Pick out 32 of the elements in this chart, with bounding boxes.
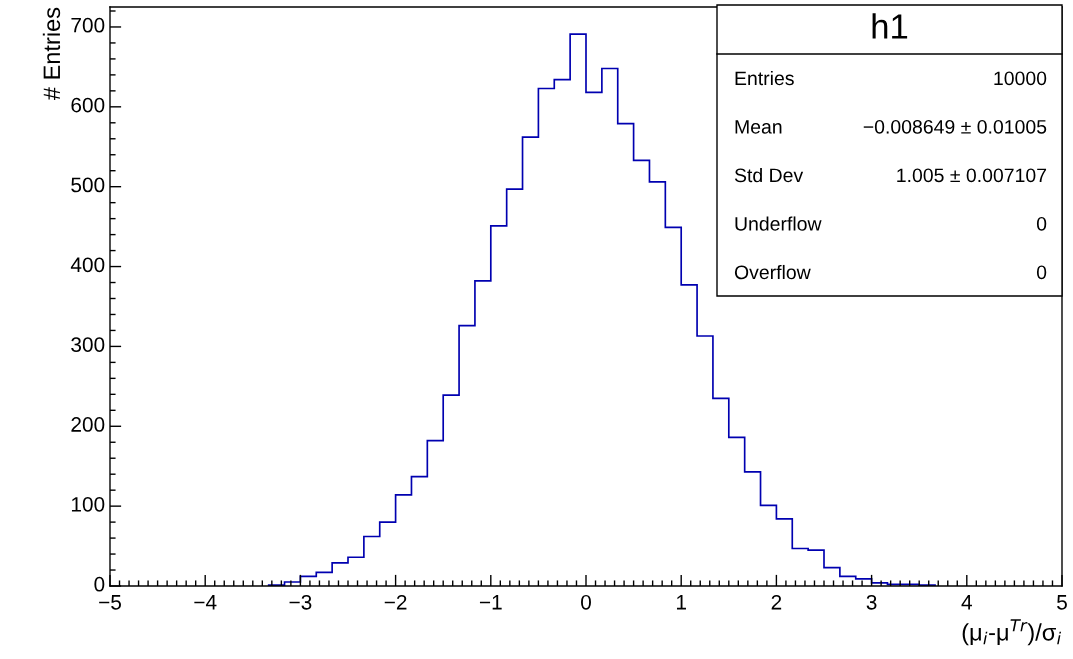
x-tick-label: −4 <box>194 595 217 610</box>
y-tick-label: 400 <box>70 257 105 273</box>
y-tick-label: 0 <box>94 576 105 592</box>
annotation: Entries <box>735 70 794 86</box>
x-axis-title: (μ$_{i}$-μ$^{Tr}$)/σ$_{i}$ <box>962 619 1062 646</box>
annotation: 1.005 ± 0.007107 <box>897 168 1047 183</box>
annotation: Std Dev <box>734 167 804 183</box>
x-tick-label: −1 <box>479 595 502 610</box>
x-tick-label: −3 <box>289 594 312 610</box>
y-tick-label: 700 <box>71 17 105 33</box>
annotation: −0.008649 ± 0.01005 <box>863 119 1047 134</box>
y-tick-label: 100 <box>71 496 105 512</box>
x-tick-label: −2 <box>384 594 407 610</box>
x-tick-label: 3 <box>866 594 877 610</box>
chart-title: h1 <box>872 13 908 39</box>
x-tick-label: 5 <box>1057 595 1067 610</box>
annotation: 10000 <box>994 71 1047 86</box>
y-tick-label: 600 <box>71 97 105 113</box>
annotation: Mean <box>735 120 782 134</box>
x-tick-label: −5 <box>99 595 121 610</box>
y-tick-label: 200 <box>71 417 105 432</box>
x-tick-label: 4 <box>961 595 972 610</box>
y-axis-title: # Entries <box>42 7 61 101</box>
annotation: 0 <box>1036 265 1047 280</box>
annotation: 0 <box>1036 216 1047 231</box>
x-tick-label: 1 <box>677 595 686 610</box>
y-tick-label: 500 <box>71 177 105 193</box>
x-tick-label: 2 <box>771 594 782 610</box>
y-tick-label: 300 <box>71 337 105 353</box>
annotation: Underflow <box>735 216 822 231</box>
x-tick-label: 0 <box>581 594 591 610</box>
annotation: Overflow <box>734 264 811 280</box>
